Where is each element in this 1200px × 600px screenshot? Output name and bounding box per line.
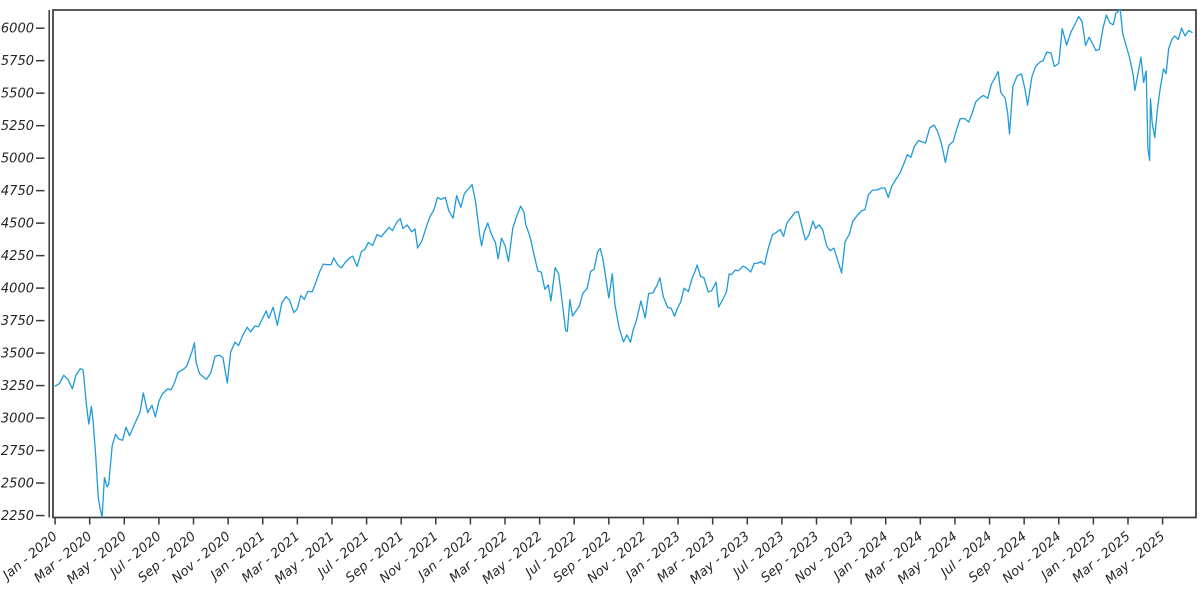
y-tick-label: 5500 [1,87,34,102]
price-line [54,8,1193,518]
y-tick-label: 6000 [1,22,34,37]
y-tick-label: 2750 [1,444,34,459]
y-tick-label: 5250 [1,119,34,134]
y-tick-label: 5750 [1,54,34,69]
axes-frame [48,9,1197,519]
y-tick-label: 2500 [1,477,34,492]
y-tick-label: 5000 [1,152,34,167]
y-axis: 2250 2500 2750 3000 3250 3500 3750 4000 4250 4500… [1,22,45,524]
y-tick-label: 4000 [1,282,34,297]
y-tick-label: 4500 [1,217,34,232]
price-line-group [54,8,1193,518]
y-tick-label: 3000 [1,412,34,427]
y-tick-label: 4250 [1,249,34,264]
y-tick-label: 3750 [1,314,34,329]
y-tick-label: 4750 [1,184,34,199]
y-tick-label: 3500 [1,347,34,362]
y-tick-label: 2250 [1,509,34,524]
axes-spines [52,9,1197,519]
y-tick-label: 3250 [1,379,34,394]
